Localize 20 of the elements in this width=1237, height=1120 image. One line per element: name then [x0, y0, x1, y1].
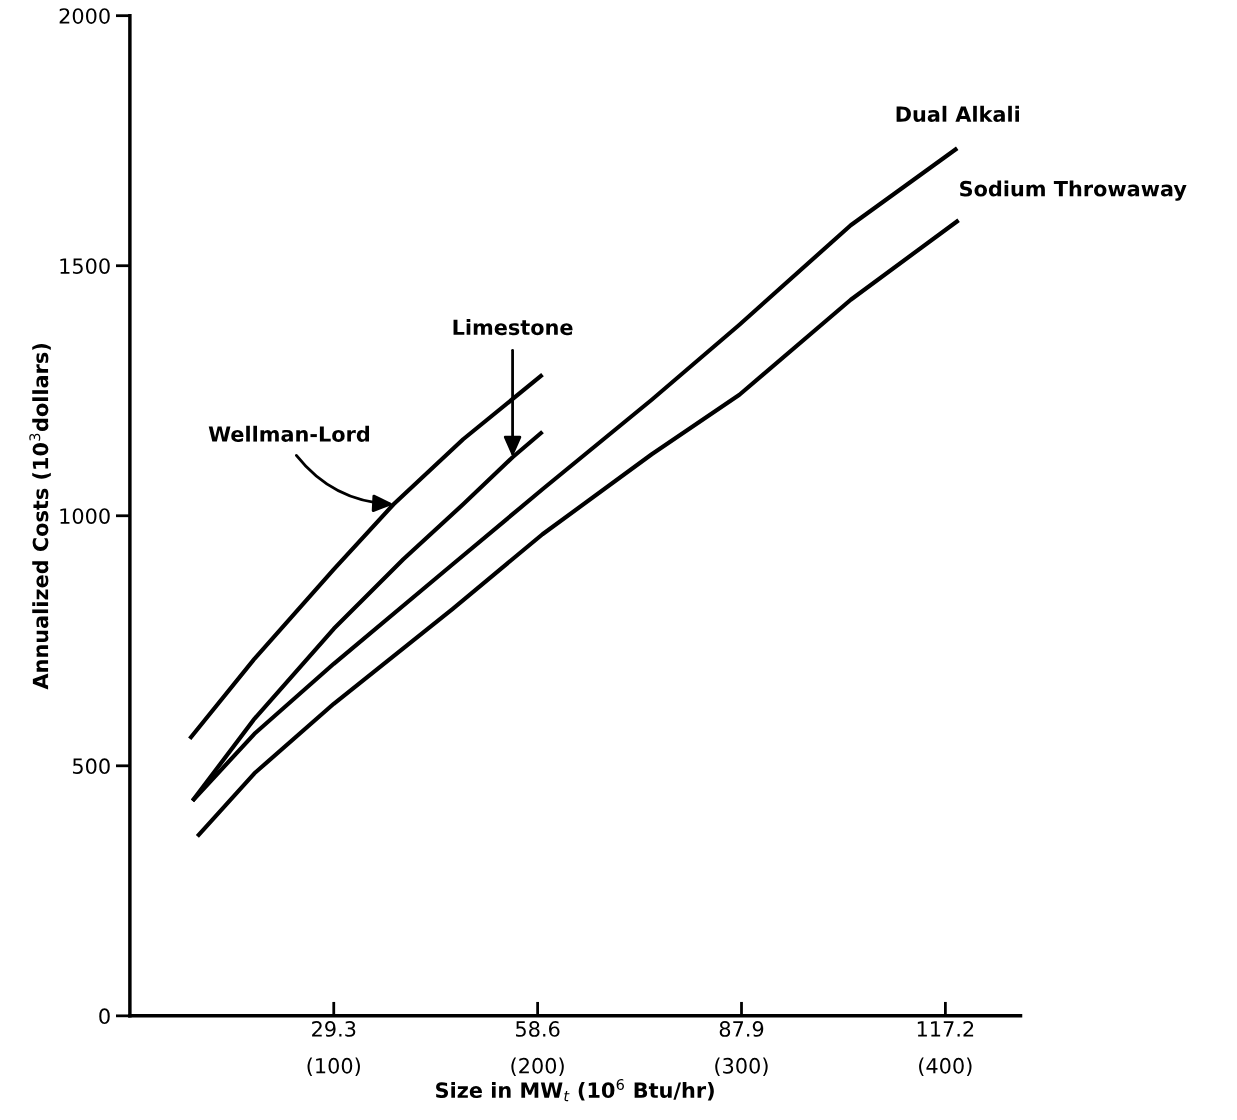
y-tick-label: 500	[72, 758, 110, 775]
y-tick-label: 2000	[59, 8, 110, 24]
y-tick-label: 1000	[60, 508, 110, 524]
y-axis-title: Annualized Costs (10$^{3}$dollars)	[29, 343, 51, 690]
line-series	[195, 218, 961, 839]
y-tick-label: 1500	[60, 258, 110, 274]
x2-tick-label: (300)	[715, 1057, 768, 1077]
x2-tick-label: (100)	[307, 1057, 360, 1077]
y-tick-label: 0	[99, 1008, 110, 1025]
x-tick-label: 87.9	[719, 1021, 764, 1037]
x-tick-label: 58.6	[516, 1021, 560, 1037]
x2-tick-label: (400)	[919, 1057, 972, 1077]
series-label: Sodium Throwaway	[960, 180, 1187, 201]
x-tick-label: 29.3	[312, 1021, 356, 1037]
text: Limestone	[453, 319, 573, 336]
x2-tick-label: (200)	[511, 1057, 564, 1077]
x-axis-title: Size in MW$_{t}$ (10$^{6}$ Btu/hr)	[436, 1078, 714, 1102]
x-tick-label: 117.2	[917, 1021, 974, 1037]
series-label: Dual Alkali	[896, 105, 1019, 122]
text: Wellman-Lord	[208, 425, 370, 442]
